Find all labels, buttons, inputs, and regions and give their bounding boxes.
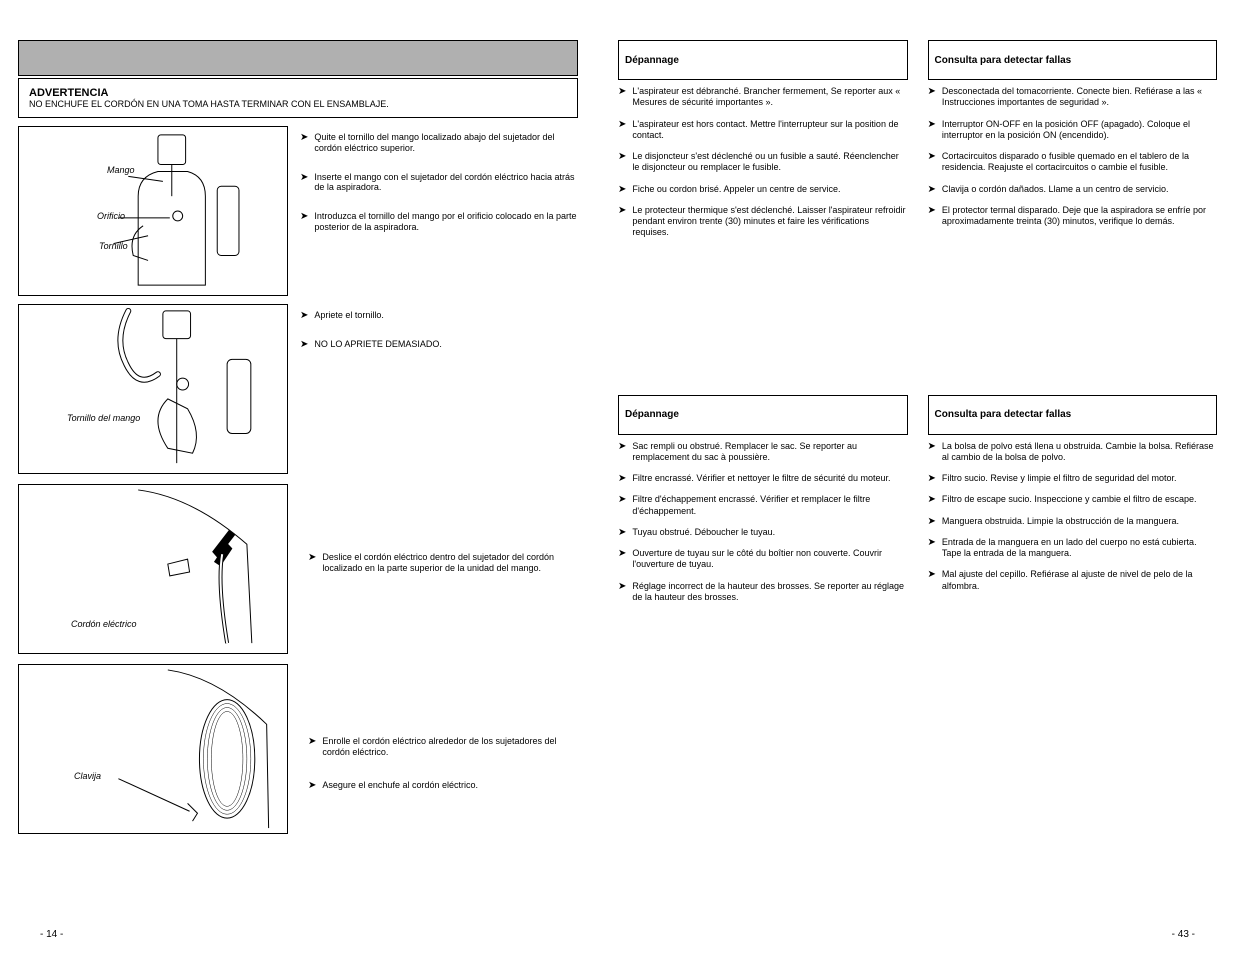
bullet-icon: ➤	[300, 311, 308, 321]
info-text: Fiche ou cordon brisé. Appeler un centre…	[632, 184, 840, 195]
section1-col-left: ➤ L'aspirateur est débranché. Brancher fe…	[618, 82, 908, 245]
info-text: La bolsa de polvo está llena u obstruida…	[942, 441, 1217, 464]
info-text: Mal ajuste del cepillo. Refiérase al aju…	[942, 569, 1217, 592]
steps-block-1: ➤ Quite el tornillo del mango localizado …	[300, 126, 578, 296]
gray-header-bar	[18, 40, 578, 76]
info-text: Le protecteur thermique s'est déclenché.…	[632, 205, 907, 239]
steps-block-2: ➤ Apriete el tornillo. ➤ NO LO APRIETE DEM…	[300, 304, 578, 474]
info-text: Cortacircuitos disparado o fusible quema…	[942, 151, 1217, 174]
info-text: L'aspirateur est hors contact. Mettre l'…	[632, 119, 907, 142]
bullet-icon: ➤	[928, 87, 936, 109]
info-text: Ouverture de tuyau sur le côté du boîtie…	[632, 548, 907, 571]
info-text: Le disjoncteur s'est déclenché ou un fus…	[632, 151, 907, 174]
bullet-icon: ➤	[618, 152, 626, 174]
bullet-icon: ➤	[618, 549, 626, 571]
bullet-icon: ➤	[300, 173, 308, 194]
section2-header-right: Consulta para detectar fallas	[928, 395, 1218, 435]
bullet-icon: ➤	[928, 570, 936, 592]
bullet-icon: ➤	[300, 340, 308, 350]
bullet-icon: ➤	[308, 781, 316, 791]
bullet-icon: ➤	[618, 495, 626, 517]
warning-title: ADVERTENCIA	[29, 87, 567, 99]
step-text: Deslice el cordón eléctrico dentro del s…	[322, 552, 568, 574]
section1-header-right: Consulta para detectar fallas	[928, 40, 1218, 80]
fig3-label: Cordón eléctrico	[71, 619, 137, 629]
bullet-icon: ➤	[618, 474, 626, 484]
step-text: Inserte el mango con el sujetador del co…	[314, 172, 578, 194]
bullet-icon: ➤	[300, 133, 308, 154]
bullet-icon: ➤	[928, 442, 936, 464]
bullet-icon: ➤	[300, 212, 308, 233]
bullet-icon: ➤	[618, 528, 626, 538]
info-text: Manguera obstruida. Limpie la obstrucció…	[942, 516, 1179, 527]
troubleshoot-section-2: Dépannage Consulta para detectar fallas …	[618, 395, 1217, 610]
info-text: Sac rempli ou obstrué. Remplacer le sac.…	[632, 441, 907, 464]
fig4-label: Clavija	[74, 771, 101, 781]
info-text: Filtre encrassé. Vérifier et nettoyer le…	[632, 473, 890, 484]
fig1-label-orificio: Orificio	[97, 211, 125, 221]
info-text: Desconectada del tomacorriente. Conecte …	[942, 86, 1217, 109]
warning-box: ADVERTENCIA NO ENCHUFE EL CORDÓN EN UNA …	[18, 78, 578, 118]
troubleshoot-section-1: Dépannage Consulta para detectar fallas …	[618, 40, 1217, 245]
bullet-icon: ➤	[308, 553, 316, 574]
step-text: Apriete el tornillo.	[314, 310, 384, 321]
bullet-icon: ➤	[618, 185, 626, 195]
info-text: Interruptor ON-OFF en la posición OFF (a…	[942, 119, 1217, 142]
bullet-icon: ➤	[928, 495, 936, 505]
bullet-icon: ➤	[618, 582, 626, 604]
bullet-icon: ➤	[928, 206, 936, 228]
bullet-icon: ➤	[928, 517, 936, 527]
figure-3: Cordón eléctrico	[18, 484, 288, 654]
step-text: Introduzca el tornillo del mango por el …	[314, 211, 578, 233]
warning-subtitle: NO ENCHUFE EL CORDÓN EN UNA TOMA HASTA T…	[29, 99, 567, 109]
bullet-icon: ➤	[928, 538, 936, 560]
assembly-row-1: Mango Orificio Tornillo ➤ Quite el tornil…	[18, 126, 578, 296]
page-num-left: - 14 -	[40, 929, 63, 940]
bullet-icon: ➤	[618, 87, 626, 109]
figure-4: Clavija	[18, 664, 288, 834]
section2-col-left: ➤ Sac rempli ou obstrué. Remplacer le sac…	[618, 437, 908, 610]
steps-block-4: ➤ Enrolle el cordón eléctrico alrededor d…	[308, 730, 568, 809]
figure-1: Mango Orificio Tornillo	[18, 126, 288, 296]
info-text: Réglage incorrect de la hauteur des bros…	[632, 581, 907, 604]
step-text: Asegure el enchufe al cordón eléctrico.	[322, 780, 478, 791]
info-text: Filtro de escape sucio. Inspeccione y ca…	[942, 494, 1197, 505]
troubleshooting-column: Dépannage Consulta para detectar fallas …	[618, 40, 1217, 834]
bullet-icon: ➤	[618, 442, 626, 464]
info-text: Entrada de la manguera en un lado del cu…	[942, 537, 1217, 560]
info-text: Clavija o cordón dañados. Llame a un cen…	[942, 184, 1169, 195]
section2-header-left: Dépannage	[618, 395, 908, 435]
page-numbers: - 14 - - 43 -	[0, 929, 1235, 940]
bullet-icon: ➤	[618, 206, 626, 239]
assembly-column: ADVERTENCIA NO ENCHUFE EL CORDÓN EN UNA …	[18, 40, 578, 834]
bullet-icon: ➤	[618, 120, 626, 142]
step-text: Quite el tornillo del mango localizado a…	[314, 132, 578, 154]
info-text: L'aspirateur est débranché. Brancher fer…	[632, 86, 907, 109]
section2-col-right: ➤ La bolsa de polvo está llena u obstruid…	[928, 437, 1218, 610]
assembly-row-2: Tornillo del mango ➤ Apriete el tornillo.…	[18, 304, 578, 474]
bullet-icon: ➤	[308, 737, 316, 758]
step-text: NO LO APRIETE DEMASIADO.	[314, 339, 442, 350]
fig1-label-mango: Mango	[107, 165, 135, 175]
steps-block-3: ➤ Deslice el cordón eléctrico dentro del …	[308, 546, 568, 592]
bullet-icon: ➤	[928, 185, 936, 195]
figure-2: Tornillo del mango	[18, 304, 288, 474]
info-text: Tuyau obstrué. Déboucher le tuyau.	[632, 527, 775, 538]
page-num-right: - 43 -	[1172, 929, 1195, 940]
info-text: El protector termal disparado. Deje que …	[942, 205, 1217, 228]
step-text: Enrolle el cordón eléctrico alrededor de…	[322, 736, 568, 758]
section1-col-right: ➤ Desconectada del tomacorriente. Conecte…	[928, 82, 1218, 245]
bullet-icon: ➤	[928, 474, 936, 484]
fig2-label: Tornillo del mango	[67, 413, 140, 423]
bullet-icon: ➤	[928, 120, 936, 142]
info-text: Filtre d'échappement encrassé. Vérifier …	[632, 494, 907, 517]
bullet-icon: ➤	[928, 152, 936, 174]
info-text: Filtro sucio. Revise y limpie el filtro …	[942, 473, 1177, 484]
fig1-label-tornillo: Tornillo	[99, 241, 128, 251]
section1-header-left: Dépannage	[618, 40, 908, 80]
